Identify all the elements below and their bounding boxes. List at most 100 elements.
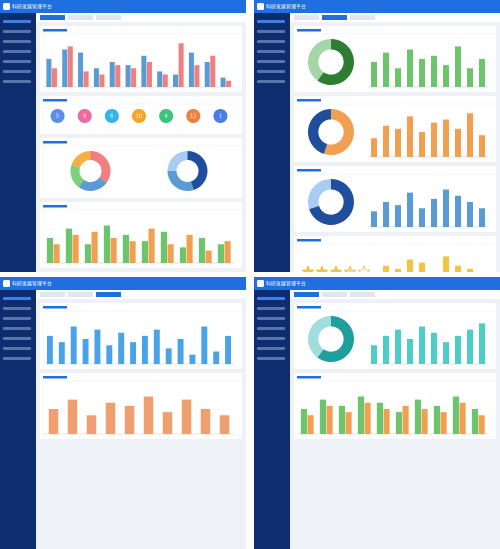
bar xyxy=(419,208,425,227)
menu-item xyxy=(257,30,285,33)
menu-item xyxy=(3,50,31,53)
stat-circle xyxy=(77,109,92,123)
tab[interactable] xyxy=(68,15,93,20)
bar xyxy=(141,335,148,364)
tab[interactable] xyxy=(294,15,319,20)
bar xyxy=(383,335,389,364)
card xyxy=(294,236,496,272)
bar xyxy=(173,74,179,87)
menu-item xyxy=(3,307,31,310)
header xyxy=(0,0,246,13)
bar xyxy=(455,265,461,272)
menu-item xyxy=(3,327,31,330)
bar xyxy=(51,68,57,87)
donut-segment xyxy=(309,179,354,226)
tab[interactable] xyxy=(40,15,65,20)
card-title-mark xyxy=(297,239,321,242)
bar xyxy=(143,396,154,434)
bar xyxy=(395,68,401,87)
card xyxy=(40,373,242,439)
tab[interactable] xyxy=(350,15,375,20)
bar xyxy=(106,345,113,364)
bar xyxy=(467,202,473,227)
bar xyxy=(395,128,401,157)
tab[interactable] xyxy=(68,292,93,297)
bar xyxy=(94,329,101,364)
bar xyxy=(479,208,485,227)
header xyxy=(0,277,246,290)
bar xyxy=(407,49,413,87)
bar xyxy=(364,402,371,434)
bar xyxy=(178,43,184,87)
tab[interactable] xyxy=(350,292,375,297)
card: 5 8 6 10 4 12 1 xyxy=(40,96,242,134)
stat-value: 1 xyxy=(219,114,222,120)
bar xyxy=(307,415,314,434)
donut-segment xyxy=(90,151,111,183)
tab-bar xyxy=(290,290,500,299)
tab[interactable] xyxy=(322,15,347,20)
bar xyxy=(160,231,167,263)
bar xyxy=(383,409,390,434)
tab-bar xyxy=(36,13,246,22)
bar xyxy=(419,326,425,364)
star xyxy=(357,265,371,272)
stat-circle xyxy=(213,109,228,123)
bar xyxy=(72,234,79,263)
bar xyxy=(213,351,220,364)
menu-item xyxy=(257,70,285,73)
menu-item xyxy=(3,80,31,83)
bar xyxy=(65,228,72,263)
bar xyxy=(419,262,425,272)
tab-bar xyxy=(36,290,246,299)
bar xyxy=(402,405,409,434)
bar xyxy=(220,77,226,87)
bar xyxy=(91,231,98,263)
tab[interactable] xyxy=(96,15,121,20)
bar xyxy=(122,234,129,263)
logo xyxy=(257,3,264,10)
tab[interactable] xyxy=(40,292,65,297)
menu-item xyxy=(257,307,285,310)
donut-segment xyxy=(78,177,107,191)
tab[interactable] xyxy=(322,292,347,297)
tab-bar xyxy=(290,13,500,22)
bar xyxy=(146,62,152,87)
bar xyxy=(455,46,461,87)
stat-circle xyxy=(186,109,201,123)
card-title-mark xyxy=(297,169,321,172)
bar xyxy=(443,65,449,87)
menu-item xyxy=(257,317,285,320)
logo xyxy=(257,280,264,287)
bar xyxy=(162,412,173,434)
menu-item xyxy=(257,20,285,23)
screen: 科研发展管理平台 5 8 6 10 4 12 1 xyxy=(0,0,246,272)
menu-item xyxy=(3,347,31,350)
bar xyxy=(467,329,473,364)
bar xyxy=(86,415,97,434)
bar xyxy=(99,74,105,87)
bar xyxy=(48,409,59,434)
bar xyxy=(62,49,68,87)
bar xyxy=(179,247,186,263)
card-title-mark xyxy=(43,306,67,309)
bar xyxy=(431,122,437,157)
bar xyxy=(467,268,473,272)
bar xyxy=(407,339,413,364)
bar xyxy=(70,326,77,364)
sidebar xyxy=(254,277,290,549)
bar xyxy=(414,399,421,434)
bar xyxy=(455,195,461,227)
bar xyxy=(110,238,117,263)
bar xyxy=(467,113,473,157)
header xyxy=(254,277,500,290)
bar xyxy=(194,65,200,87)
bar xyxy=(157,71,163,87)
bar xyxy=(440,412,447,434)
tab[interactable] xyxy=(96,292,121,297)
tab[interactable] xyxy=(294,292,319,297)
bar xyxy=(118,332,125,364)
bar xyxy=(431,55,437,87)
card xyxy=(40,303,242,369)
bar xyxy=(300,409,307,434)
